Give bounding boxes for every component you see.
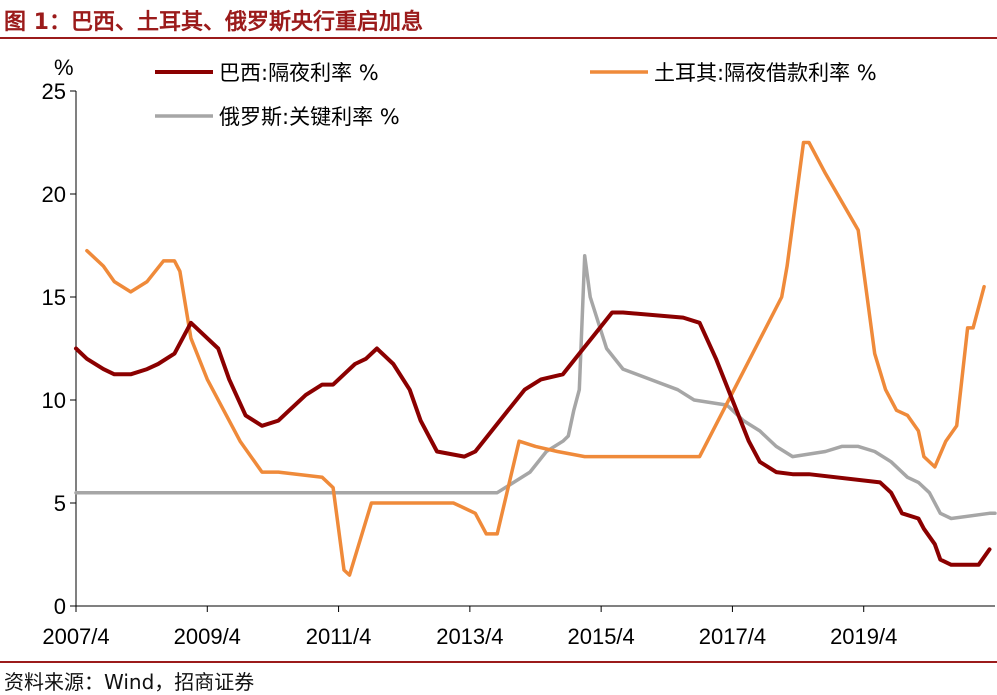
y-tick-label: 15 <box>42 285 66 310</box>
x-tick-label: 2009/4 <box>174 624 241 649</box>
x-tick-label: 2015/4 <box>567 624 634 649</box>
legend: 巴西:隔夜利率 % 土耳其:隔夜借款利率 % 俄罗斯:关键利率 % <box>155 61 877 129</box>
legend-label-1: 土耳其:隔夜借款利率 % <box>654 61 877 85</box>
y-unit-label: % <box>54 55 74 80</box>
y-tick-label: 20 <box>42 182 66 207</box>
source-rule <box>0 661 997 663</box>
y-tick-label: 5 <box>54 491 66 516</box>
y-tick-label: 25 <box>42 79 66 104</box>
y-tick-label: 0 <box>54 594 66 619</box>
legend-label-2: 俄罗斯:关键利率 % <box>219 105 400 129</box>
series-lines <box>74 140 997 577</box>
x-tick-label: 2019/4 <box>830 624 897 649</box>
x-tick-label: 2007/4 <box>42 624 109 649</box>
legend-label-0: 巴西:隔夜利率 % <box>219 61 379 85</box>
title-rule <box>0 37 997 39</box>
chart-title: 图 1：巴西、土耳其、俄罗斯央行重启加息 <box>4 10 423 35</box>
x-tick-label: 2011/4 <box>306 624 372 649</box>
series-line-0 <box>74 310 992 567</box>
source-note: 资料来源：Wind，招商证券 <box>4 670 255 694</box>
title-bar: 图 1：巴西、土耳其、俄罗斯央行重启加息 <box>0 0 997 38</box>
x-axis: 2007/4 2009/4 2011/4 2013/4 2015/4 2017/4 2019… <box>42 605 995 649</box>
y-tick-label: 10 <box>42 388 66 413</box>
x-tick-label: 2013/4 <box>436 624 503 649</box>
series-line-2 <box>74 254 997 521</box>
x-tick-label: 2017/4 <box>699 624 766 649</box>
y-axis: 0 5 10 15 20 25 <box>42 79 77 619</box>
